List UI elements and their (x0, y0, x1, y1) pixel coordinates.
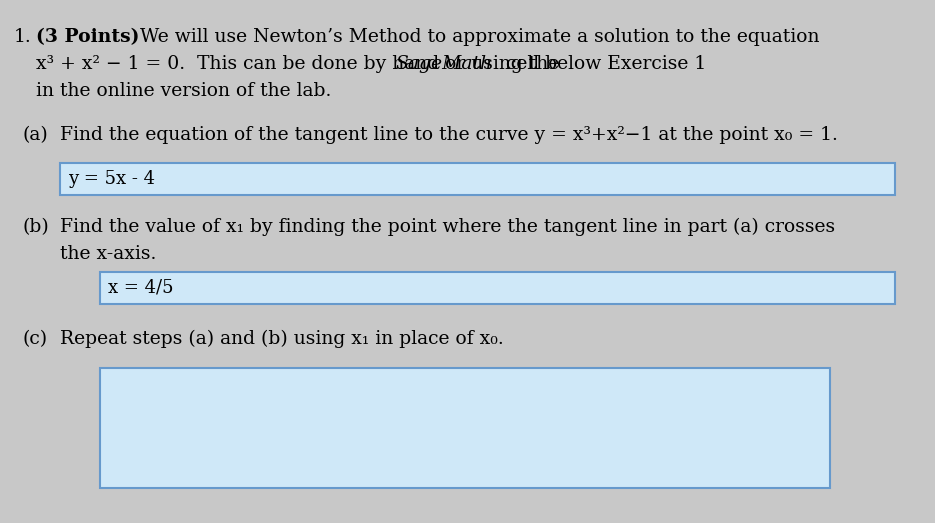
Text: 1.: 1. (14, 28, 32, 46)
Text: (c): (c) (22, 330, 47, 348)
Text: x³ + x² − 1 = 0.  This can be done by hand or using the: x³ + x² − 1 = 0. This can be done by han… (36, 55, 566, 73)
Text: x = 4/5: x = 4/5 (108, 279, 174, 297)
FancyBboxPatch shape (100, 272, 895, 304)
Text: (3 Points): (3 Points) (36, 28, 139, 46)
FancyBboxPatch shape (60, 163, 895, 195)
Text: (a): (a) (22, 126, 48, 144)
Text: Find the value of x₁ by finding the point where the tangent line in part (a) cro: Find the value of x₁ by finding the poin… (60, 218, 835, 236)
Text: Repeat steps (a) and (b) using x₁ in place of x₀.: Repeat steps (a) and (b) using x₁ in pla… (60, 330, 504, 348)
Text: Find the equation of the tangent line to the curve y = x³+x²−1 at the point x₀ =: Find the equation of the tangent line to… (60, 126, 838, 144)
Text: in the online version of the lab.: in the online version of the lab. (36, 82, 331, 100)
Text: SageMath: SageMath (395, 55, 492, 73)
FancyBboxPatch shape (100, 368, 830, 488)
Text: cell below Exercise 1: cell below Exercise 1 (500, 55, 706, 73)
Text: y = 5x - 4: y = 5x - 4 (68, 170, 155, 188)
Text: (b): (b) (22, 218, 49, 236)
Text: We will use Newton’s Method to approximate a solution to the equation: We will use Newton’s Method to approxima… (140, 28, 819, 46)
Text: the x-axis.: the x-axis. (60, 245, 156, 263)
